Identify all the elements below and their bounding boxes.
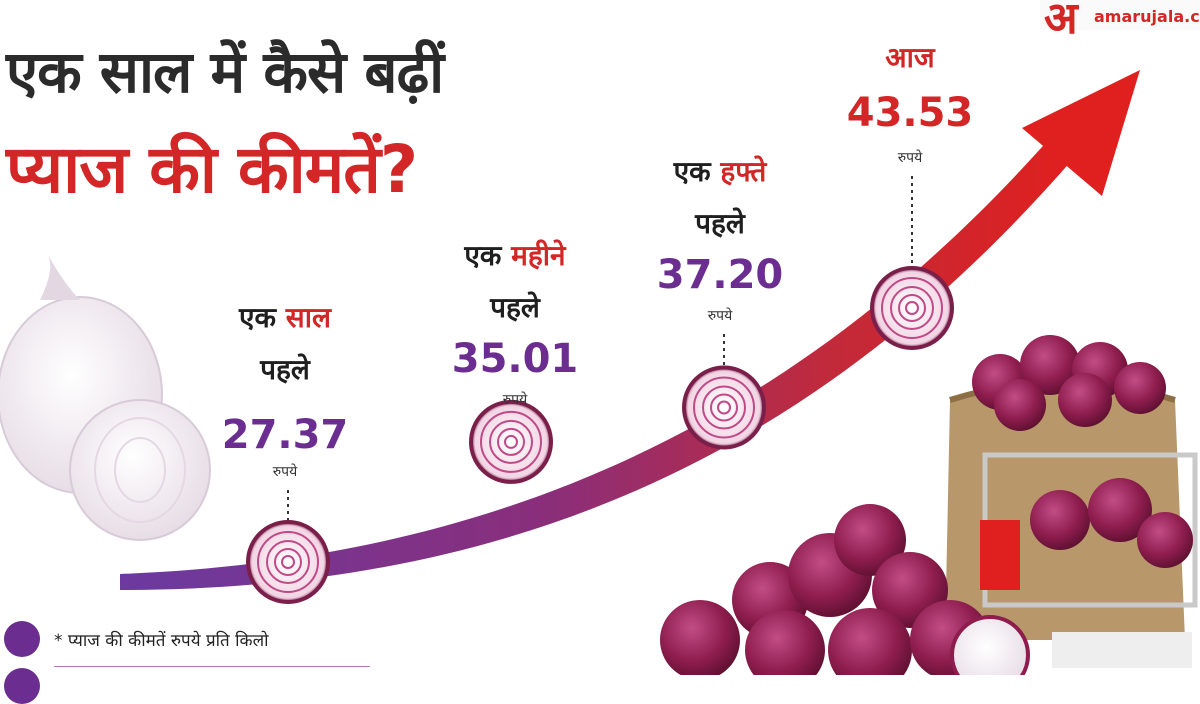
point-label-1-highlight: साल xyxy=(285,301,331,334)
unit-label-2: रुपये xyxy=(502,392,528,408)
unit-label-1: रुपये xyxy=(272,464,298,480)
unit-label-3: रुपये xyxy=(707,308,733,324)
brand-name: amarujala.co xyxy=(1094,7,1200,26)
onion-slice-marker-4 xyxy=(870,266,954,350)
point-label-2: एक महीने पहले xyxy=(420,230,610,334)
price-label-3: 37.20 xyxy=(656,252,784,298)
trend-arrow-body xyxy=(120,138,1072,590)
unit-label-4: रुपये xyxy=(897,150,923,166)
onion-legend-icon xyxy=(4,621,40,657)
chart-canvas xyxy=(0,70,1198,675)
point-label-3: एक हफ्ते पहले xyxy=(630,146,810,250)
point-label-2-highlight: महीने xyxy=(511,239,566,272)
brand-logo: अ amarujala.co xyxy=(1040,0,1200,44)
point-label-4: आज xyxy=(885,41,935,74)
price-label-4: 43.53 xyxy=(846,90,974,136)
point-label-3-line2: पहले xyxy=(695,207,745,240)
title-line-1: एक साल में कैसे बढ़ीं xyxy=(6,38,444,106)
brand-logo-letter: अ xyxy=(1044,0,1078,44)
trend-arrow-head xyxy=(1022,70,1140,196)
point-label-1: एक साल पहले xyxy=(205,292,365,396)
price-label-1: 27.37 xyxy=(221,412,349,458)
onion-slice-marker-2 xyxy=(469,399,553,484)
onion-slice-marker-3 xyxy=(682,365,766,450)
point-label-2-line2: पहले xyxy=(490,291,540,324)
point-label-3-highlight: हफ्ते xyxy=(720,155,767,188)
onion-legend-icon-2 xyxy=(4,668,40,704)
title-line-2: प्याज की कीमतें? xyxy=(6,131,418,208)
point-label-1-line2: पहले xyxy=(260,353,310,386)
footnote: * प्याज की कीमतें रुपये प्रति किलो xyxy=(54,631,269,651)
point-label-3-plain: एक xyxy=(673,155,711,188)
pale-onion-illustration xyxy=(0,255,211,541)
point-label-2-plain: एक xyxy=(464,239,502,272)
onion-slice-marker-1 xyxy=(246,520,330,604)
blurred-watermark xyxy=(1052,632,1192,668)
footnote-divider xyxy=(54,666,370,667)
onion-pile-illustration xyxy=(660,335,1198,675)
point-label-1-plain: एक xyxy=(239,301,277,334)
price-label-2: 35.01 xyxy=(451,336,579,382)
